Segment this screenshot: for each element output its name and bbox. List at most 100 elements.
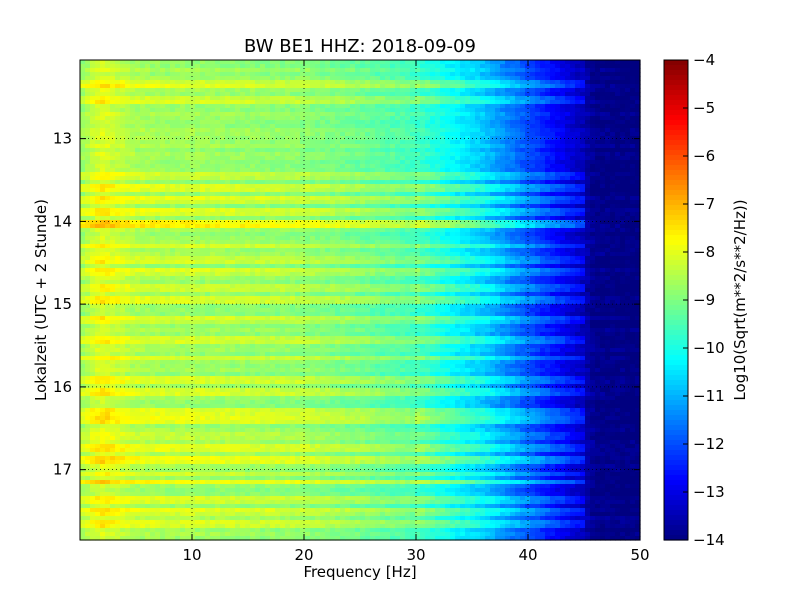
heatmap-cell: [120, 132, 126, 137]
heatmap-cell: [260, 168, 266, 173]
heatmap-cell: [575, 112, 581, 117]
heatmap-cell: [565, 112, 571, 117]
heatmap-cell: [415, 148, 421, 153]
heatmap-cell: [190, 96, 196, 101]
heatmap-cell: [320, 212, 326, 217]
heatmap-cell: [285, 128, 291, 133]
heatmap-cell: [420, 92, 426, 97]
heatmap-cell: [390, 104, 396, 109]
heatmap-cell: [125, 200, 131, 205]
heatmap-cell: [450, 152, 456, 157]
heatmap-cell: [145, 208, 151, 213]
heatmap-cell: [125, 84, 131, 89]
heatmap-cell: [305, 136, 311, 141]
heatmap-cell: [285, 60, 291, 65]
heatmap-cell: [245, 72, 251, 77]
heatmap-cell: [280, 68, 286, 73]
heatmap-cell: [475, 180, 481, 185]
heatmap-cell: [110, 112, 116, 117]
heatmap-cell: [490, 144, 496, 149]
heatmap-cell: [340, 68, 346, 73]
heatmap-cell: [535, 184, 541, 189]
heatmap-cell: [440, 120, 446, 125]
heatmap-cell: [90, 236, 96, 241]
heatmap-cell: [115, 68, 121, 73]
heatmap-cell: [260, 92, 266, 97]
heatmap-cell: [145, 116, 151, 121]
heatmap-cell: [380, 128, 386, 133]
heatmap-cell: [250, 88, 256, 93]
heatmap-cell: [255, 124, 261, 129]
heatmap-cell: [185, 216, 191, 221]
heatmap-cell: [380, 64, 386, 69]
heatmap-cell: [520, 156, 526, 161]
heatmap-cell: [420, 68, 426, 73]
heatmap-cell: [520, 84, 526, 89]
heatmap-cell: [380, 200, 386, 205]
heatmap-cell: [420, 192, 426, 197]
heatmap-cell: [460, 64, 466, 69]
heatmap-cell: [145, 132, 151, 137]
heatmap-cell: [120, 136, 126, 141]
heatmap-cell: [155, 192, 161, 197]
heatmap-cell: [610, 228, 616, 233]
heatmap-cell: [295, 100, 301, 105]
heatmap-cell: [635, 208, 641, 213]
heatmap-cell: [620, 152, 626, 157]
heatmap-cell: [400, 172, 406, 177]
heatmap-cell: [180, 104, 186, 109]
heatmap-cell: [430, 144, 436, 149]
heatmap-cell: [125, 92, 131, 97]
heatmap-cell: [270, 160, 276, 165]
heatmap-cell: [305, 160, 311, 165]
heatmap-cell: [150, 80, 156, 85]
heatmap-cell: [245, 184, 251, 189]
heatmap-cell: [100, 100, 106, 105]
heatmap-cell: [540, 176, 546, 181]
heatmap-cell: [390, 212, 396, 217]
heatmap-cell: [375, 176, 381, 181]
heatmap-cell: [255, 208, 261, 213]
heatmap-cell: [170, 208, 176, 213]
heatmap-cell: [505, 196, 511, 201]
heatmap-cell: [375, 168, 381, 173]
heatmap-cell: [505, 136, 511, 141]
heatmap-cell: [225, 140, 231, 145]
heatmap-cell: [500, 232, 506, 237]
heatmap-cell: [305, 124, 311, 129]
heatmap-cell: [175, 192, 181, 197]
heatmap-cell: [530, 196, 536, 201]
heatmap-cell: [215, 152, 221, 157]
heatmap-cell: [355, 100, 361, 105]
heatmap-cell: [265, 176, 271, 181]
heatmap-cell: [340, 232, 346, 237]
heatmap-cell: [440, 192, 446, 197]
heatmap-cell: [455, 64, 461, 69]
heatmap-cell: [170, 172, 176, 177]
heatmap-cell: [520, 80, 526, 85]
heatmap-cell: [385, 100, 391, 105]
heatmap-cell: [550, 128, 556, 133]
heatmap-cell: [610, 64, 616, 69]
heatmap-cell: [455, 92, 461, 97]
heatmap-cell: [520, 140, 526, 145]
heatmap-cell: [360, 176, 366, 181]
heatmap-cell: [605, 64, 611, 69]
heatmap-cell: [330, 68, 336, 73]
heatmap-cell: [525, 68, 531, 73]
heatmap-cell: [370, 64, 376, 69]
heatmap-cell: [245, 216, 251, 221]
heatmap-cell: [120, 76, 126, 81]
heatmap-cell: [300, 176, 306, 181]
heatmap-cell: [400, 220, 406, 225]
heatmap-cell: [205, 64, 211, 69]
heatmap-cell: [270, 224, 276, 229]
heatmap-cell: [185, 192, 191, 197]
heatmap-cell: [345, 88, 351, 93]
heatmap-cell: [630, 104, 636, 109]
heatmap-cell: [105, 136, 111, 141]
heatmap-cell: [275, 80, 281, 85]
heatmap-cell: [445, 144, 451, 149]
heatmap-cell: [90, 156, 96, 161]
heatmap-cell: [415, 92, 421, 97]
